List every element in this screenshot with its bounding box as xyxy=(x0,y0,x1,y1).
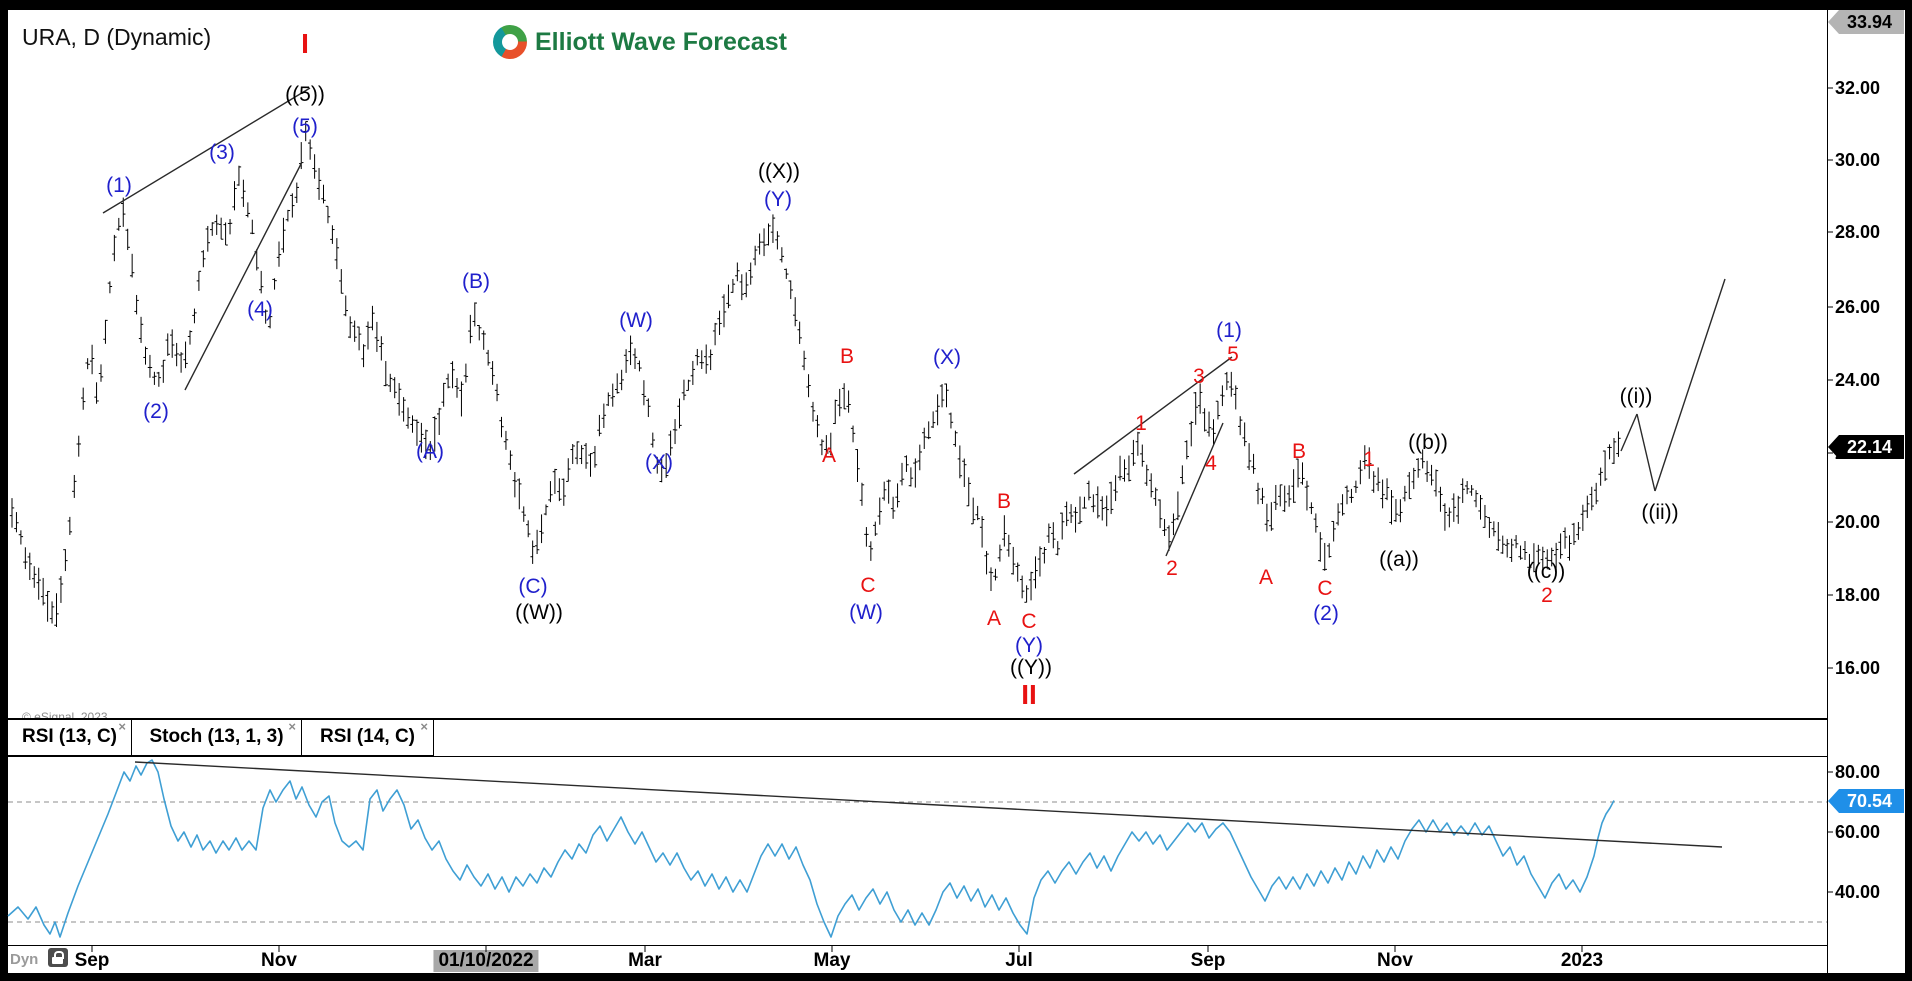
wave-label: 1 xyxy=(1363,448,1375,471)
wave-label: C xyxy=(1317,577,1333,600)
price-tick-label: 18.00 xyxy=(1835,585,1881,605)
dyn-mode-label: Dyn xyxy=(10,951,39,968)
date-tick-label: Mar xyxy=(628,950,662,971)
wave-label: B xyxy=(1291,440,1307,463)
tab-label: RSI (13, C) xyxy=(21,726,118,747)
price-tick-label: 32.00 xyxy=(1835,78,1881,98)
wave-label: (X) xyxy=(645,451,673,474)
wave-label: (B) xyxy=(462,270,490,293)
rsi-tick-label: 60.00 xyxy=(1835,822,1881,842)
wave-label: II xyxy=(1021,679,1037,710)
selected-date-label: 01/10/2022 xyxy=(433,950,539,972)
price-axis[interactable]: 32.0030.0028.0026.0024.0022.0020.0018.00… xyxy=(1827,10,1905,973)
wave-label: ((i)) xyxy=(1619,385,1653,408)
date-tick-label: 2023 xyxy=(1560,950,1604,971)
wave-label: (3) xyxy=(209,141,235,164)
rsi-tick-label: 80.00 xyxy=(1835,762,1881,782)
date-tick-label: May xyxy=(813,950,851,971)
wave-label: ((X)) xyxy=(758,160,800,183)
brand-logo: Elliott Wave Forecast xyxy=(493,24,787,60)
date-tick-label: Sep xyxy=(1190,950,1226,971)
price-tick-label: 24.00 xyxy=(1835,370,1881,390)
wave-label: (2) xyxy=(143,400,169,423)
wave-label: (Y) xyxy=(1015,634,1043,657)
wave-label: (2) xyxy=(1313,602,1339,625)
tab-stoch[interactable]: Stoch (13, 1, 3) × xyxy=(132,720,302,756)
wave-label: ((Y)) xyxy=(1010,656,1052,679)
wave-label: I xyxy=(301,28,309,59)
wave-label: C xyxy=(1021,610,1037,633)
price-tick-label: 20.00 xyxy=(1835,512,1881,532)
rsi-value-tag: 70.54 xyxy=(1828,789,1904,813)
tab-label: Stoch (13, 1, 3) xyxy=(149,726,284,747)
wave-label: 3 xyxy=(1193,365,1205,388)
wave-label: (4) xyxy=(247,298,273,321)
last-price-tag: 22.14 xyxy=(1828,435,1904,459)
wave-label: ((ii)) xyxy=(1641,501,1679,524)
wave-label: 5 xyxy=(1227,343,1239,366)
wave-label: ((a)) xyxy=(1379,548,1419,571)
tab-rsi-13[interactable]: RSI (13, C) × xyxy=(8,720,132,756)
wave-label: (W) xyxy=(619,309,653,332)
wave-label: (1) xyxy=(1216,319,1242,342)
price-tick-label: 28.00 xyxy=(1835,222,1881,242)
elliott-wave-logo-icon xyxy=(493,25,527,59)
wave-label: (W) xyxy=(849,601,883,624)
logo-text: Elliott Wave Forecast xyxy=(535,27,787,56)
wave-label: A xyxy=(1258,566,1274,589)
wave-label: ((c)) xyxy=(1526,560,1566,583)
tab-rsi-14[interactable]: RSI (14, C) × xyxy=(302,720,434,756)
date-axis[interactable]: Sep Nov 01/10/2022 Mar May Jul Sep Nov 2023 xyxy=(8,945,1827,973)
price-tick-label: 30.00 xyxy=(1835,150,1881,170)
price-tick-label: 16.00 xyxy=(1835,658,1881,678)
wave-label: B xyxy=(996,490,1012,513)
date-tick-label: Nov xyxy=(261,950,297,971)
wave-label: B xyxy=(839,345,855,368)
rsi-indicator-panel[interactable]: Elliottwave Forecast Weekend Updated 01.… xyxy=(8,757,1827,945)
lock-icon[interactable] xyxy=(48,948,68,967)
wave-label: ((b)) xyxy=(1408,431,1448,454)
wave-label: 1 xyxy=(1135,412,1147,435)
date-tick-label: Nov xyxy=(1377,950,1413,971)
session-high-tag: 33.94 xyxy=(1828,10,1904,34)
date-tick-label: Sep xyxy=(74,950,110,971)
wave-label: (C) xyxy=(518,575,548,598)
tab-label: RSI (14, C) xyxy=(319,726,416,747)
symbol-title: URA, D (Dynamic) xyxy=(22,24,212,50)
wave-label: A xyxy=(821,444,837,467)
close-icon[interactable]: × xyxy=(420,719,428,734)
wave-label: A xyxy=(986,607,1002,630)
indicator-tab-bar: RSI (13, C) × Stoch (13, 1, 3) × RSI (14… xyxy=(8,718,1827,757)
date-tick-label: Jul xyxy=(1005,950,1033,971)
wave-label: 2 xyxy=(1166,557,1178,580)
wave-label: 4 xyxy=(1205,452,1217,475)
wave-label: (1) xyxy=(106,174,132,197)
price-tick-label: 26.00 xyxy=(1835,297,1881,317)
main-chart-panel[interactable]: URA, D (Dynamic) Elliott Wave Forecast ©… xyxy=(8,10,1827,724)
wave-label: ((W)) xyxy=(515,601,563,624)
rsi-tick-label: 40.00 xyxy=(1835,882,1881,902)
close-icon[interactable]: × xyxy=(118,719,126,734)
wave-label: (Y) xyxy=(764,188,792,211)
close-icon[interactable]: × xyxy=(288,719,296,734)
wave-label: (X) xyxy=(933,346,961,369)
wave-label: (A) xyxy=(416,440,444,463)
wave-label: C xyxy=(860,574,876,597)
wave-label: 2 xyxy=(1541,584,1553,607)
wave-label: ((5)) xyxy=(285,83,325,106)
wave-label: (5) xyxy=(292,115,318,138)
